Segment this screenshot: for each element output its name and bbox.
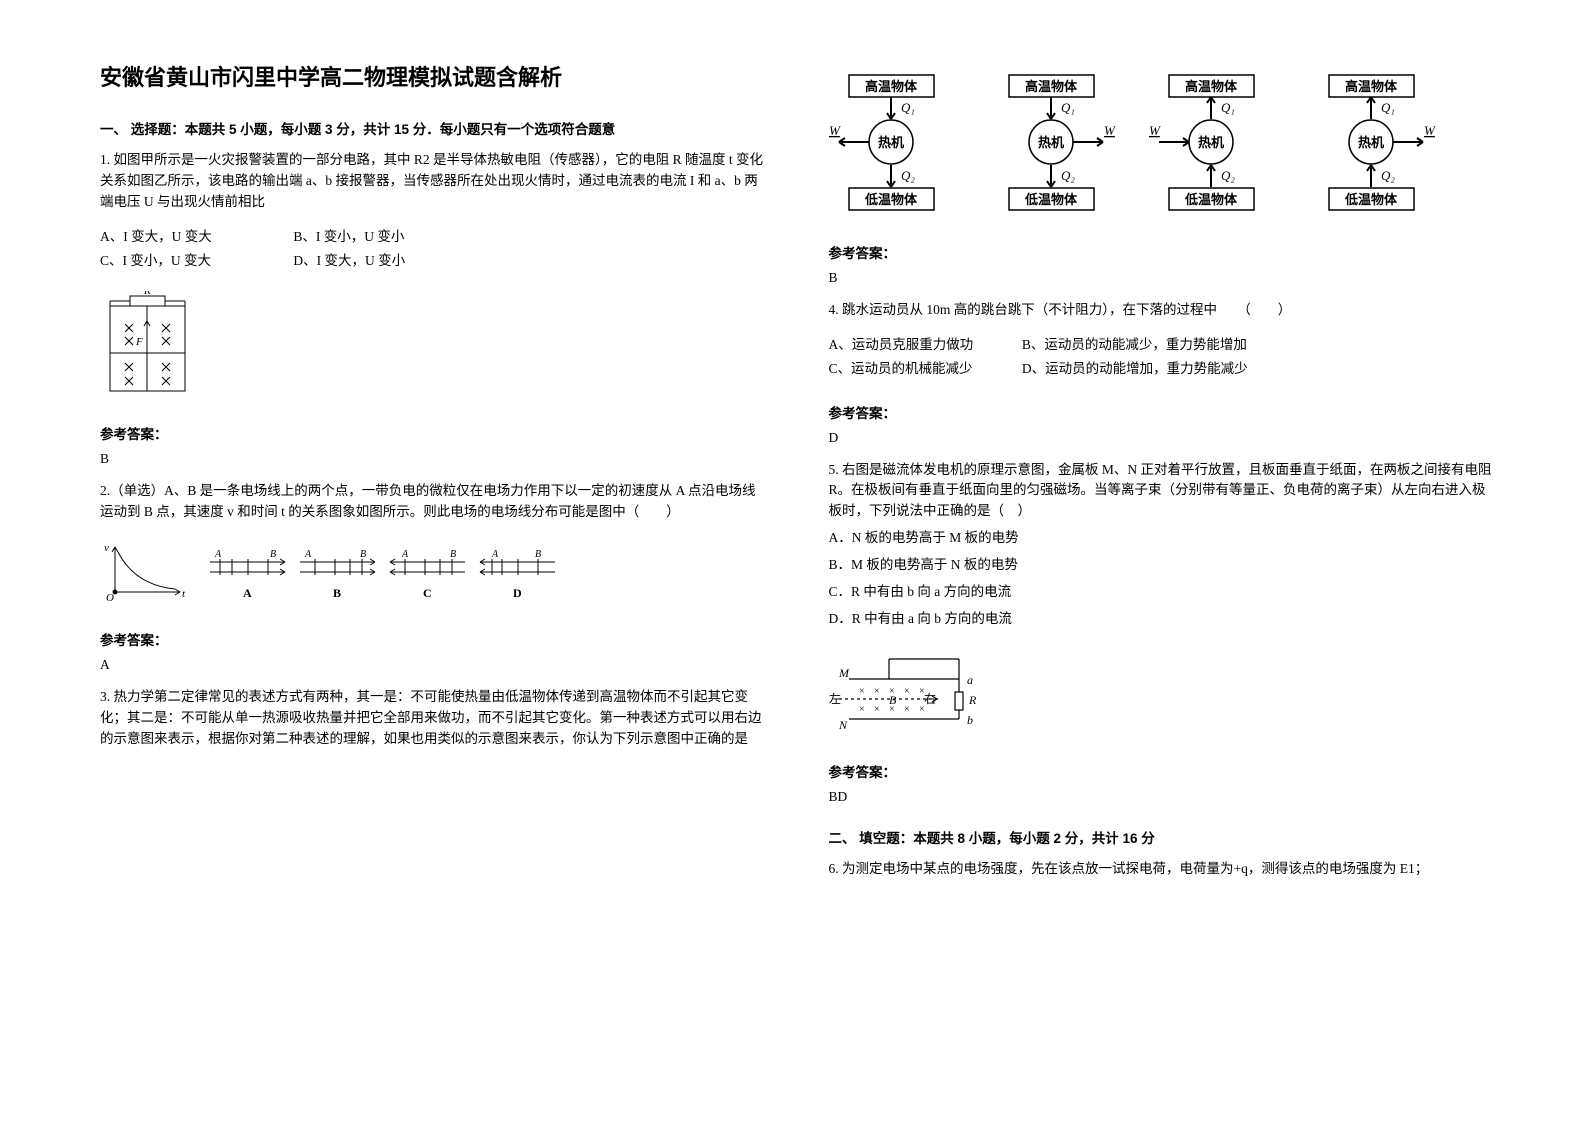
svg-text:W: W xyxy=(1424,123,1436,138)
svg-text:高温物体: 高温物体 xyxy=(1024,79,1077,94)
circuit-F-label: F xyxy=(135,336,143,348)
q1-opt-d: D、I 变大，U 变小 xyxy=(293,249,453,273)
svg-text:B: B xyxy=(360,549,366,560)
svg-text:W: W xyxy=(1149,123,1161,138)
q1-opt-a: A、I 变大，U 变大 xyxy=(100,225,260,249)
svg-text:C: C xyxy=(423,586,432,600)
svg-text:B: B xyxy=(333,586,341,600)
svg-text:高温物体: 高温物体 xyxy=(1344,79,1397,94)
q5-opt-c: C．R 中有由 b 向 a 方向的电流 xyxy=(829,582,1498,603)
q1-stem: 1. 如图甲所示是一火灾报警装置的一部分电路，其中 R2 是半导体热敏电阻（传感… xyxy=(100,150,769,213)
svg-text:Q₂: Q₂ xyxy=(1381,168,1395,183)
q1-opt-b: B、I 变小，U 变小 xyxy=(293,225,453,249)
q3-stem: 3. 热力学第二定律常见的表述方式有两种，其一是：不可能使热量由低温物体传递到高… xyxy=(100,687,769,750)
q1-opt-c: C、I 变小，U 变大 xyxy=(100,249,260,273)
svg-text:Q₂: Q₂ xyxy=(1061,168,1075,183)
q1-answer-label: 参考答案： xyxy=(100,423,769,443)
svg-text:高温物体: 高温物体 xyxy=(864,79,917,94)
svg-text:a: a xyxy=(967,673,973,687)
q2-answer-label: 参考答案： xyxy=(100,629,769,649)
q5-answer: BD xyxy=(829,789,1498,805)
q5-opt-d: D．R 中有由 a 向 b 方向的电流 xyxy=(829,609,1498,630)
right-column: 高温物体 热机 低温物体 Q₁ Q₂ W 高温物体 xyxy=(829,60,1498,886)
q3-figure: 高温物体 热机 低温物体 Q₁ Q₂ W 高温物体 xyxy=(829,70,1498,220)
svg-text:×: × xyxy=(874,704,880,715)
svg-text:热机: 热机 xyxy=(1037,135,1063,150)
q4-stem: 4. 跳水运动员从 10m 高的跳台跳下（不计阻力），在下落的过程中 （ ） xyxy=(829,300,1498,321)
svg-text:O: O xyxy=(106,592,114,604)
svg-text:Q₂: Q₂ xyxy=(1221,168,1235,183)
svg-text:×: × xyxy=(904,704,910,715)
svg-text:B: B xyxy=(450,549,456,560)
svg-text:低温物体: 低温物体 xyxy=(1343,192,1397,207)
svg-text:×: × xyxy=(904,686,910,697)
svg-text:b: b xyxy=(967,713,973,727)
svg-text:Q₁: Q₁ xyxy=(1381,100,1395,115)
svg-text:v: v xyxy=(104,542,109,554)
svg-text:热机: 热机 xyxy=(877,135,903,150)
svg-text:D: D xyxy=(513,586,522,600)
svg-text:低温物体: 低温物体 xyxy=(1023,192,1077,207)
q2-stem: 2.（单选）A、B 是一条电场线上的两个点，一带负电的微粒仅在电场力作用下以一定… xyxy=(100,481,769,523)
svg-text:t: t xyxy=(182,588,186,600)
page-title: 安徽省黄山市闪里中学高二物理模拟试题含解析 xyxy=(100,60,769,92)
svg-text:B: B xyxy=(535,549,541,560)
svg-text:A: A xyxy=(304,549,312,560)
svg-text:低温物体: 低温物体 xyxy=(1183,192,1237,207)
svg-text:Q₁: Q₁ xyxy=(1061,100,1075,115)
svg-text:B: B xyxy=(270,549,276,560)
circuit-R-label: R xyxy=(143,291,151,297)
svg-text:Q₁: Q₁ xyxy=(1221,100,1235,115)
q2-answer: A xyxy=(100,657,769,673)
svg-text:低温物体: 低温物体 xyxy=(863,192,917,207)
q4-answer: D xyxy=(829,430,1498,446)
q4-opt-c: C、运动员的机械能减少 xyxy=(829,357,989,381)
svg-text:热机: 热机 xyxy=(1197,135,1223,150)
svg-text:×: × xyxy=(859,686,865,697)
svg-text:左: 左 xyxy=(829,691,841,706)
q2-figure: v t O xyxy=(100,537,769,607)
svg-text:A: A xyxy=(214,549,222,560)
svg-text:W: W xyxy=(829,123,841,138)
q1-options: A、I 变大，U 变大 B、I 变小，U 变小 C、I 变小，U 变大 D、I … xyxy=(100,225,769,274)
q6-stem: 6. 为测定电场中某点的电场强度，先在该点放一试探电荷，电荷量为+q，测得该点的… xyxy=(829,859,1498,880)
q3-answer: B xyxy=(829,270,1498,286)
svg-text:×: × xyxy=(874,686,880,697)
q4-answer-label: 参考答案： xyxy=(829,402,1498,422)
q4-opt-d: D、运动员的动能增加，重力势能减少 xyxy=(1022,357,1282,381)
svg-text:A: A xyxy=(401,549,409,560)
q5-answer-label: 参考答案： xyxy=(829,761,1498,781)
svg-text:B: B xyxy=(889,693,897,707)
q5-stem: 5. 右图是磁流体发电机的原理示意图，金属板 M、N 正对着平行放置，且板面垂直… xyxy=(829,460,1498,523)
svg-text:×: × xyxy=(859,704,865,715)
svg-text:W: W xyxy=(1104,123,1116,138)
svg-text:N: N xyxy=(838,718,848,732)
q4-options: A、运动员克服重力做功 B、运动员的动能减少，重力势能增加 C、运动员的机械能减… xyxy=(829,333,1498,382)
section-2-heading: 二、 填空题：本题共 8 小题，每小题 2 分，共计 16 分 xyxy=(829,827,1498,847)
q5-opt-a: A．N 板的电势高于 M 板的电势 xyxy=(829,528,1498,549)
svg-text:热机: 热机 xyxy=(1357,135,1383,150)
svg-text:A: A xyxy=(243,586,252,600)
svg-text:高温物体: 高温物体 xyxy=(1184,79,1237,94)
exam-page: 安徽省黄山市闪里中学高二物理模拟试题含解析 一、 选择题：本题共 5 小题，每小… xyxy=(0,0,1587,926)
q4-opt-a: A、运动员克服重力做功 xyxy=(829,333,989,357)
q1-answer: B xyxy=(100,451,769,467)
svg-text:A: A xyxy=(491,549,499,560)
svg-text:Q₂: Q₂ xyxy=(901,168,915,183)
section-1-heading: 一、 选择题：本题共 5 小题，每小题 3 分，共计 15 分．每小题只有一个选… xyxy=(100,118,769,138)
q5-opt-b: B．M 板的电势高于 N 板的电势 xyxy=(829,555,1498,576)
svg-text:右: 右 xyxy=(924,691,936,706)
svg-text:R: R xyxy=(968,693,977,707)
q5-figure: × × × × × × × × × × xyxy=(829,644,1498,739)
q3-answer-label: 参考答案： xyxy=(829,242,1498,262)
svg-text:M: M xyxy=(838,666,850,680)
left-column: 安徽省黄山市闪里中学高二物理模拟试题含解析 一、 选择题：本题共 5 小题，每小… xyxy=(100,60,769,886)
q4-opt-b: B、运动员的动能减少，重力势能增加 xyxy=(1022,333,1282,357)
svg-text:Q₁: Q₁ xyxy=(901,100,915,115)
q1-figure: R xyxy=(100,291,769,401)
